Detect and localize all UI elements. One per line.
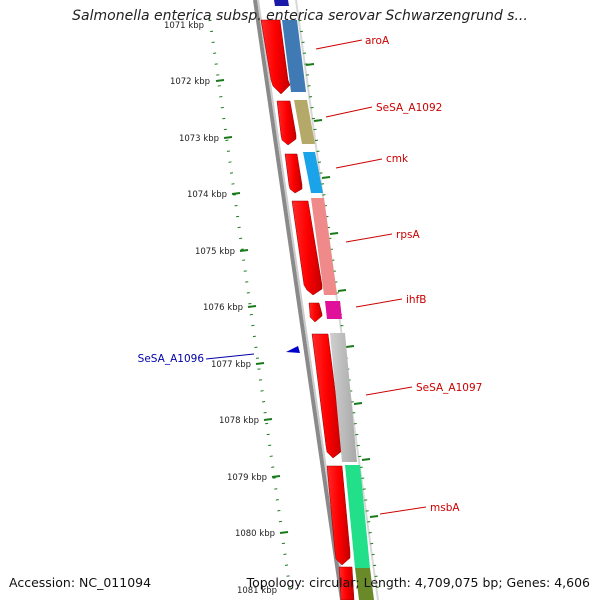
gene-block-SeSA_A1092 <box>294 100 315 144</box>
gene-marker-SeSA_A1096 <box>286 346 300 353</box>
gene-block-aroA <box>282 20 306 92</box>
tick-label-1071: 1071 kbp <box>164 21 204 31</box>
gene-block-partial-top <box>274 0 289 6</box>
ruler-tick-marks <box>215 79 289 534</box>
gene-label-SeSA_A1092[interactable]: SeSA_A1092 <box>376 102 442 114</box>
gene-block-ihfB <box>325 301 342 319</box>
gene-label-msbA[interactable]: msbA <box>430 502 460 514</box>
accession-text: Accession: NC_011094 <box>9 575 152 590</box>
tick-label-1078: 1078 kbp <box>219 416 259 426</box>
ruler-labels: 1071 kbp 1072 kbp 1073 kbp 1074 kbp 1075… <box>164 21 277 596</box>
tick-label-1072: 1072 kbp <box>170 77 210 87</box>
tick-label-1081: 1081 kbp <box>237 586 277 596</box>
page-title: Salmonella enterica subsp. enterica sero… <box>72 8 528 24</box>
gene-label-ihfB[interactable]: ihfB <box>406 294 426 306</box>
gene-block-cmk <box>303 152 323 193</box>
tick-label-1075: 1075 kbp <box>195 247 235 257</box>
cds-arrow-cmk <box>284 153 303 194</box>
gene-block-rpsA <box>311 198 337 295</box>
tick-label-1073: 1073 kbp <box>179 134 219 144</box>
cds-arrow-ihfB <box>308 302 323 323</box>
gene-label-SeSA_A1096[interactable]: SeSA_A1096 <box>138 353 205 365</box>
tick-label-1077: 1077 kbp <box>211 360 251 370</box>
gene-label-SeSA_A1097[interactable]: SeSA_A1097 <box>416 382 482 394</box>
outer-tick-marks <box>305 63 379 518</box>
tick-label-1079: 1079 kbp <box>227 473 267 483</box>
tick-label-1074: 1074 kbp <box>187 190 227 200</box>
backbone-line <box>253 0 344 600</box>
gene-label-aroA[interactable]: aroA <box>365 35 390 47</box>
cds-arrow-SeSA_A1092 <box>276 100 297 146</box>
tick-label-1080: 1080 kbp <box>235 529 275 539</box>
gene-block-SeSA_A1097 <box>330 333 357 462</box>
cds-arrow-rpsA <box>291 200 323 296</box>
gene-labels: aroA SeSA_A1092 cmk rpsA ihfB SeSA_A1097… <box>365 35 482 514</box>
gene-block-msbA <box>345 465 370 568</box>
cds-arrow-next <box>338 566 355 600</box>
gene-label-cmk[interactable]: cmk <box>386 153 409 165</box>
cds-arrow-aroA <box>260 19 291 95</box>
cds-arrow-SeSA_A1097 <box>311 333 343 459</box>
topology-text: Topology: circular; Length: 4,709,075 bp… <box>246 575 590 590</box>
callout-line-SeSA_A1096 <box>205 353 255 360</box>
gene-block-next <box>355 568 374 600</box>
tick-label-1076: 1076 kbp <box>203 303 243 313</box>
cds-arrow-msbA <box>326 465 351 566</box>
gene-color-blocks <box>282 20 374 600</box>
callout-lines <box>315 39 427 515</box>
gene-label-rpsA[interactable]: rpsA <box>396 229 420 241</box>
cds-forward-arrows <box>260 19 355 600</box>
